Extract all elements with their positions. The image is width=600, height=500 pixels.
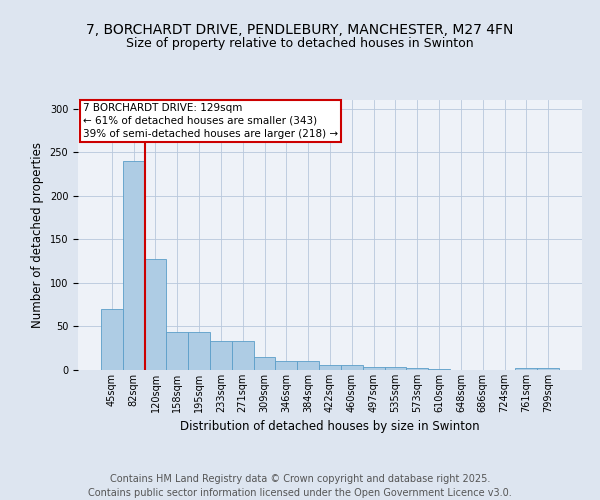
Bar <box>101 309 123 370</box>
Bar <box>406 368 428 370</box>
Bar <box>537 368 559 370</box>
Text: 7 BORCHARDT DRIVE: 129sqm
← 61% of detached houses are smaller (343)
39% of semi: 7 BORCHARDT DRIVE: 129sqm ← 61% of detac… <box>83 102 338 139</box>
Bar <box>515 368 537 370</box>
Bar <box>145 260 166 370</box>
Bar <box>385 368 406 370</box>
Text: Size of property relative to detached houses in Swinton: Size of property relative to detached ho… <box>126 38 474 51</box>
Bar <box>428 369 450 370</box>
Y-axis label: Number of detached properties: Number of detached properties <box>31 142 44 328</box>
Bar <box>254 357 275 370</box>
Bar <box>319 365 341 370</box>
Bar <box>363 366 385 370</box>
Text: 7, BORCHARDT DRIVE, PENDLEBURY, MANCHESTER, M27 4FN: 7, BORCHARDT DRIVE, PENDLEBURY, MANCHEST… <box>86 22 514 36</box>
Bar <box>297 362 319 370</box>
Text: Contains HM Land Registry data © Crown copyright and database right 2025.
Contai: Contains HM Land Registry data © Crown c… <box>88 474 512 498</box>
Bar <box>188 332 210 370</box>
Bar <box>232 342 254 370</box>
X-axis label: Distribution of detached houses by size in Swinton: Distribution of detached houses by size … <box>180 420 480 434</box>
Bar <box>210 342 232 370</box>
Bar <box>123 161 145 370</box>
Bar <box>341 365 363 370</box>
Bar <box>166 332 188 370</box>
Bar <box>275 362 297 370</box>
